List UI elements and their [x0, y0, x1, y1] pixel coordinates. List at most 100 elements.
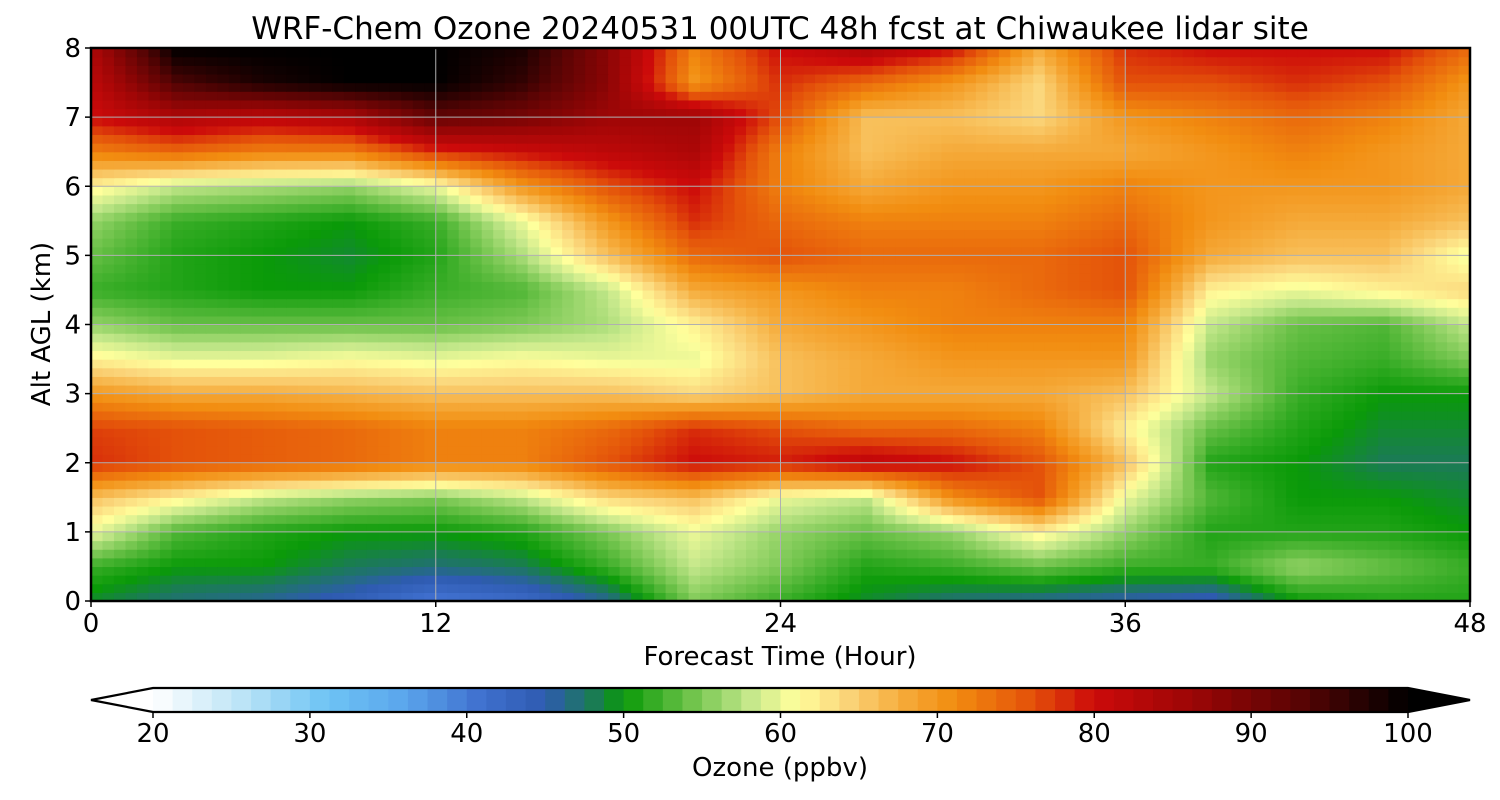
heatmap-cell — [527, 488, 540, 498]
heatmap-cell — [711, 264, 724, 274]
heatmap-cell — [1251, 454, 1264, 464]
heatmap-cell — [872, 497, 885, 507]
heatmap-cell — [723, 592, 736, 601]
heatmap-cell — [1044, 255, 1057, 265]
heatmap-cell — [1378, 575, 1391, 585]
heatmap-cell — [849, 402, 862, 412]
heatmap-cell — [263, 238, 276, 248]
heatmap-cell — [171, 324, 184, 334]
heatmap-cell — [1125, 497, 1138, 507]
heatmap-cell — [929, 419, 942, 429]
heatmap-cell — [929, 315, 942, 326]
heatmap-cell — [562, 272, 575, 282]
heatmap-cell — [746, 298, 759, 308]
heatmap-cell — [723, 264, 736, 274]
heatmap-cell — [734, 428, 747, 438]
heatmap-cell — [998, 514, 1011, 524]
heatmap-cell — [1355, 246, 1368, 256]
heatmap-cell — [366, 402, 379, 412]
heatmap-cell — [1171, 255, 1184, 265]
heatmap-cell — [711, 324, 724, 334]
heatmap-cell — [1056, 333, 1069, 343]
heatmap-cell — [654, 255, 667, 265]
heatmap-cell — [504, 410, 517, 421]
heatmap-cell — [1148, 402, 1161, 412]
heatmap-cell — [435, 402, 448, 412]
heatmap-cell — [803, 540, 816, 550]
heatmap-cell — [872, 307, 885, 317]
heatmap-cell — [1148, 480, 1161, 490]
heatmap-cell — [366, 324, 379, 334]
heatmap-cell — [975, 298, 988, 308]
heatmap-cell — [550, 566, 563, 576]
heatmap-cell — [516, 592, 529, 601]
heatmap-cell — [906, 445, 919, 455]
heatmap-cell — [975, 531, 988, 542]
heatmap-cell — [1044, 246, 1057, 256]
heatmap-cell — [1447, 497, 1460, 507]
heatmap-cell — [814, 341, 828, 352]
heatmap-cell — [1182, 402, 1195, 412]
heatmap-cell — [171, 238, 184, 248]
heatmap-cell — [1067, 419, 1080, 429]
heatmap-cell — [1079, 480, 1092, 490]
heatmap-cell — [91, 505, 104, 516]
heatmap-cell — [1240, 531, 1253, 542]
heatmap-cell — [516, 540, 529, 550]
heatmap-cell — [286, 531, 299, 542]
heatmap-cell — [366, 367, 379, 377]
heatmap-cell — [746, 238, 759, 248]
heatmap-cell — [366, 436, 379, 447]
heatmap-cell — [182, 341, 196, 352]
heatmap-cell — [791, 488, 805, 498]
heatmap-cell — [987, 289, 1000, 300]
heatmap-cell — [883, 419, 897, 429]
heatmap-cell — [435, 436, 448, 447]
heatmap-cell — [734, 298, 747, 308]
heatmap-cell — [113, 557, 127, 568]
heatmap-cell — [527, 549, 540, 559]
heatmap-cell — [711, 480, 724, 490]
heatmap-cell — [1401, 505, 1414, 516]
heatmap-cell — [1458, 255, 1470, 265]
heatmap-cell — [171, 289, 184, 300]
heatmap-cell — [412, 393, 425, 403]
heatmap-cell — [1194, 255, 1207, 265]
heatmap-cell — [700, 497, 713, 507]
heatmap-cell — [102, 350, 115, 360]
heatmap-cell — [136, 428, 150, 438]
heatmap-cell — [757, 376, 770, 386]
heatmap-cell — [217, 410, 230, 421]
heatmap-cell — [688, 255, 701, 265]
heatmap-cell — [274, 480, 287, 490]
heatmap-cell — [1447, 307, 1460, 317]
heatmap-cell — [987, 281, 1000, 291]
heatmap-cell — [860, 393, 874, 403]
heatmap-cell — [435, 307, 448, 317]
heatmap-cell — [297, 246, 310, 256]
heatmap-cell — [918, 333, 931, 343]
heatmap-cell — [1205, 523, 1218, 533]
heatmap-cell — [1033, 272, 1046, 282]
heatmap-cell — [1067, 514, 1080, 524]
heatmap-cell — [136, 436, 150, 447]
heatmap-cell — [550, 454, 563, 464]
heatmap-cell — [1194, 341, 1207, 352]
heatmap-cell — [240, 315, 253, 326]
heatmap-cell — [182, 410, 196, 421]
heatmap-cell — [1309, 298, 1322, 308]
heatmap-cell — [562, 376, 575, 386]
heatmap-cell — [297, 393, 310, 403]
heatmap-cell — [1458, 419, 1470, 429]
heatmap-cell — [1194, 436, 1207, 447]
heatmap-cell — [136, 376, 150, 386]
heatmap-cell — [677, 272, 690, 282]
heatmap-cell — [504, 488, 517, 498]
heatmap-cell — [1102, 471, 1115, 481]
heatmap-cell — [1044, 272, 1057, 282]
heatmap-cell — [746, 488, 759, 498]
heatmap-cell — [585, 238, 598, 248]
heatmap-cell — [366, 246, 379, 256]
heatmap-cell — [723, 315, 736, 326]
heatmap-cell — [1171, 289, 1184, 300]
